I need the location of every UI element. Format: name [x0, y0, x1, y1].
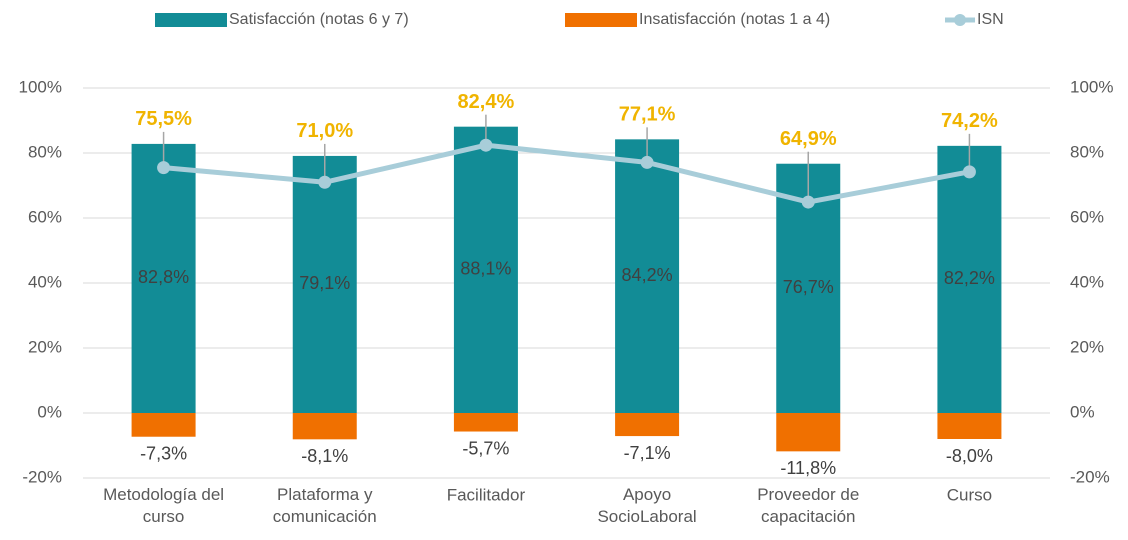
y2-tick-label: 100% [1070, 77, 1113, 96]
bar-value-label: -7,1% [624, 443, 671, 463]
isn-point [157, 161, 171, 175]
x-tick-label: Apoyo SocioLaboral [597, 485, 696, 526]
bar-value-label: -5,7% [462, 438, 509, 458]
bar-value-label: 84,2% [622, 265, 673, 285]
y2-tick-label: 20% [1070, 337, 1104, 356]
x-tick-label: Facilitador [447, 485, 526, 504]
legend-label: Satisfacción (notas 6 y 7) [229, 11, 409, 28]
isn-point [318, 175, 332, 189]
isn-value-label: 75,5% [135, 108, 192, 130]
bar-value-label: 76,7% [783, 277, 834, 297]
isn-value-label: 71,0% [296, 120, 353, 142]
bar-value-label: 88,1% [460, 259, 511, 279]
y-tick-label: 100% [19, 77, 62, 96]
bar [615, 139, 680, 413]
bar [292, 413, 357, 440]
isn-value-label: 82,4% [458, 91, 515, 113]
isn-value-label: 64,9% [780, 128, 837, 150]
y-tick-label: -20% [22, 467, 62, 486]
bar [615, 413, 680, 437]
bar [453, 126, 518, 414]
x-tick-label: Proveedor de capacitación [757, 485, 859, 526]
bar-value-label: -8,0% [946, 446, 993, 466]
y-tick-label: 40% [28, 272, 62, 291]
bar-value-label: -11,8% [780, 458, 836, 478]
bar [453, 413, 518, 432]
isn-point [801, 195, 815, 209]
y-tick-label: 80% [28, 142, 62, 161]
y2-tick-label: 0% [1070, 402, 1095, 421]
isn-line [163, 142, 970, 205]
bar [776, 413, 841, 452]
isn-point [479, 138, 493, 152]
isn-point [640, 155, 654, 169]
bar [292, 155, 357, 414]
legend-label: Insatisfacción (notas 1 a 4) [639, 11, 830, 28]
bar [937, 145, 1002, 413]
legend-swatch [565, 13, 637, 27]
legend-marker [954, 14, 966, 26]
isn-value-label: 77,1% [619, 104, 676, 126]
legend-swatch [155, 13, 227, 27]
x-tick-label: Plataforma y comunicación [273, 485, 377, 526]
y-tick-label: 0% [37, 402, 62, 421]
bar [937, 413, 1002, 439]
bar-value-label: -7,3% [140, 443, 187, 463]
x-tick-label: Curso [947, 485, 992, 504]
y2-tick-label: 80% [1070, 142, 1104, 161]
bar [131, 143, 196, 413]
x-tick-label: Metodología del curso [103, 485, 224, 526]
isn-value-label: 74,2% [941, 110, 998, 132]
bar [131, 413, 196, 437]
isn-point [962, 165, 976, 179]
legend-label: ISN [977, 11, 1004, 28]
bar-value-label: 79,1% [299, 273, 350, 293]
bar-value-label: -8,1% [301, 446, 348, 466]
bar-value-label: 82,2% [944, 268, 995, 288]
y-tick-label: 60% [28, 207, 62, 226]
y2-tick-label: 60% [1070, 207, 1104, 226]
y2-tick-label: 40% [1070, 272, 1104, 291]
y2-tick-label: -20% [1070, 467, 1110, 486]
y-tick-label: 20% [28, 337, 62, 356]
bar-value-label: 82,8% [138, 267, 189, 287]
